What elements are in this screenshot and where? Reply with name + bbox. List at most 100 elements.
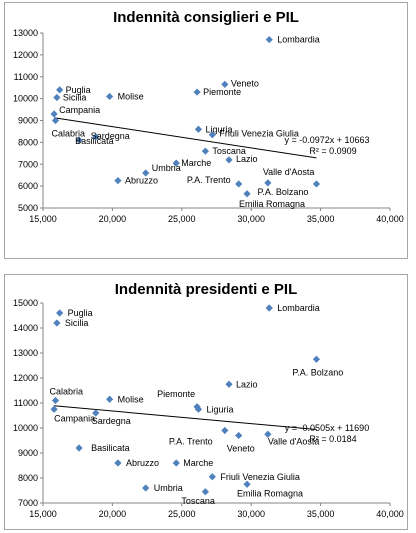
data-point [75,444,83,452]
point-label: Emilia Romagna [237,488,303,498]
y-tick-label: 10000 [13,423,38,433]
point-label: Umbria [154,483,183,493]
y-tick-label: 12000 [13,50,38,60]
x-tick-label: 30,000 [237,214,265,224]
data-point [56,86,64,94]
x-tick-label: 25,000 [168,214,196,224]
point-label: Lazio [236,154,258,164]
point-label: Umbria [152,163,181,173]
point-label: P.A. Bolzano [258,187,309,197]
point-label: Puglia [68,308,93,318]
point-label: Campania [54,413,95,423]
axes: 7000 8000 9000 10000 11000 12000 13000 14000 150… [13,298,404,519]
point-label: Marche [181,158,211,168]
data-point [51,396,60,405]
point-label: Puglia [66,85,91,95]
data-point [142,484,150,492]
data-point [265,35,273,44]
data-point [172,159,180,167]
data-point [172,459,180,467]
data-point [225,380,233,388]
data-point [142,169,150,177]
x-tick-label: 40,000 [376,214,404,224]
data-point [75,136,83,144]
chart-title: Indennità presidenti e PIL [114,281,298,298]
x-tick-label: 30,000 [237,509,265,519]
chart-title: Indennità consiglieri e PIL [113,9,299,26]
y-tick-label: 5000 [18,203,38,213]
data-point [50,405,58,413]
scatter-plot-presidenti: 7000 8000 9000 10000 11000 12000 13000 14000 150… [13,298,404,519]
point-label: Campania [59,105,100,115]
point-label: Veneto [231,78,259,88]
point-label: Basilicata [75,136,114,146]
point-label: Liguria [205,124,232,134]
y-tick-label: 8000 [18,137,38,147]
x-tick-label: 35,000 [307,214,335,224]
data-point [114,177,122,185]
y-tick-label: 11000 [14,398,38,408]
y-tick-label: 12000 [13,373,38,383]
data-point [194,125,203,133]
point-label: Valle d'Aosta [263,167,315,177]
x-tick-label: 15,000 [29,214,57,224]
point-label: Toscana [212,146,246,156]
y-tick-label: 7000 [18,498,38,508]
data-point [312,180,321,188]
y-tick-label: 8000 [18,473,38,483]
y-tick-label: 11000 [14,72,38,82]
scatter-plot-consiglieri: 5000 6000 7000 8000 9000 10000 11000 12000 13000… [13,28,404,224]
point-label: P.A. Trento [169,437,213,447]
point-label: Sardegna [91,131,130,141]
y-tick-label: 14000 [13,323,38,333]
data-point [194,405,203,413]
point-label: P.A. Trento [187,175,231,185]
chart-panel-presidenti: Indennità presidenti e PIL 7000 8000 9000 1… [4,274,408,530]
data-point [243,190,251,198]
point-label: Piemonte [203,87,241,97]
data-point [106,395,114,403]
y-tick-label: 13000 [13,28,38,38]
y-tick-label: 13000 [13,348,38,358]
data-point [92,133,100,141]
point-label: Lombardia [277,35,320,45]
data-point [92,409,100,417]
data-point [235,180,243,188]
x-tick-label: 40,000 [376,509,404,519]
x-tick-label: 20,000 [99,214,127,224]
y-tick-label: 9000 [18,116,38,126]
point-label: Calabria [51,129,85,139]
data-point [114,459,122,467]
data-point [201,147,209,155]
y-tick-label: 15000 [13,298,38,308]
trendline-r2: R² = 0.0184 [309,434,356,444]
data-point [243,480,251,488]
x-tick-label: 25,000 [168,509,196,519]
point-label: Veneto [227,444,255,454]
point-label: Sicilia [65,318,89,328]
data-point [265,304,273,312]
data-point [53,93,61,102]
data-point [264,179,272,187]
x-tick-label: 35,000 [307,509,335,519]
point-label: Abruzzo [126,458,159,468]
point-label: Emilia Romagna [239,199,305,209]
trendline-equation: y = -0.0505x + 11690 [285,423,369,433]
data-point [221,426,229,435]
x-tick-label: 15,000 [29,509,57,519]
y-tick-label: 6000 [18,181,38,191]
data-point [50,110,58,118]
data-point [235,431,243,440]
trendline-r2: R² = 0.0909 [309,146,356,156]
data-point [56,309,64,317]
point-label: Calabria [49,387,83,397]
data-point [208,473,216,481]
point-label: Molise [118,394,144,404]
trendline-equation: y = -0.0972x + 10663 [284,135,369,145]
y-tick-label: 7000 [18,159,38,169]
point-label: Lombardia [277,303,320,313]
point-label: Friuli Venezia Giulia [219,129,299,139]
data-point [264,430,272,438]
point-label: Lazio [236,379,258,389]
point-label: Abruzzo [125,176,158,186]
